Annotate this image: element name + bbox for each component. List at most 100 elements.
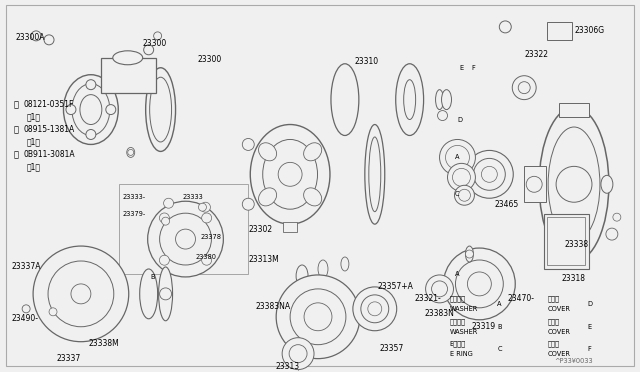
Circle shape bbox=[447, 163, 476, 191]
Text: B: B bbox=[497, 324, 502, 330]
Circle shape bbox=[243, 198, 254, 210]
Bar bbox=[101, 58, 156, 93]
Text: A: A bbox=[454, 154, 459, 160]
Circle shape bbox=[162, 217, 170, 225]
Text: 23357: 23357 bbox=[380, 344, 404, 353]
Text: WASHER: WASHER bbox=[449, 329, 478, 335]
Text: 23379-: 23379- bbox=[123, 211, 146, 217]
Text: 23470-: 23470- bbox=[508, 294, 534, 303]
Text: 23300: 23300 bbox=[198, 55, 221, 64]
Circle shape bbox=[474, 158, 506, 190]
Text: COVER: COVER bbox=[547, 329, 570, 335]
Text: 23338M: 23338M bbox=[89, 339, 120, 348]
Circle shape bbox=[304, 303, 332, 331]
Circle shape bbox=[86, 80, 96, 90]
Circle shape bbox=[49, 308, 57, 316]
Circle shape bbox=[458, 189, 470, 201]
Circle shape bbox=[31, 31, 41, 41]
Circle shape bbox=[33, 246, 129, 342]
Circle shape bbox=[154, 32, 162, 40]
Circle shape bbox=[456, 260, 503, 308]
Circle shape bbox=[499, 21, 511, 33]
Circle shape bbox=[202, 255, 212, 265]
Circle shape bbox=[512, 76, 536, 100]
Circle shape bbox=[361, 295, 388, 323]
Circle shape bbox=[289, 345, 307, 363]
Ellipse shape bbox=[140, 269, 157, 319]
Ellipse shape bbox=[365, 125, 385, 224]
Circle shape bbox=[481, 166, 497, 182]
Circle shape bbox=[606, 228, 618, 240]
Text: 08915-1381A: 08915-1381A bbox=[23, 125, 74, 134]
Circle shape bbox=[465, 150, 513, 198]
Ellipse shape bbox=[113, 51, 143, 65]
Ellipse shape bbox=[159, 267, 173, 321]
Circle shape bbox=[290, 289, 346, 345]
Circle shape bbox=[48, 261, 114, 327]
Circle shape bbox=[200, 202, 211, 212]
Text: 23333: 23333 bbox=[182, 194, 204, 200]
Text: 23319: 23319 bbox=[472, 322, 495, 331]
Circle shape bbox=[353, 287, 397, 331]
Text: 23337: 23337 bbox=[56, 354, 80, 363]
Circle shape bbox=[106, 105, 116, 115]
Text: （1）: （1） bbox=[26, 137, 40, 146]
Circle shape bbox=[282, 338, 314, 370]
Ellipse shape bbox=[63, 75, 118, 144]
Circle shape bbox=[143, 45, 154, 55]
Circle shape bbox=[148, 201, 223, 277]
Circle shape bbox=[526, 176, 542, 192]
Text: 23322: 23322 bbox=[524, 50, 548, 59]
Ellipse shape bbox=[150, 77, 172, 142]
Ellipse shape bbox=[404, 80, 415, 119]
Ellipse shape bbox=[601, 175, 613, 193]
Text: B: B bbox=[150, 274, 155, 280]
Circle shape bbox=[426, 275, 454, 303]
Text: ⓕ: ⓕ bbox=[13, 125, 18, 134]
Text: 23337A: 23337A bbox=[11, 263, 41, 272]
Circle shape bbox=[452, 169, 470, 186]
Circle shape bbox=[164, 198, 173, 208]
Circle shape bbox=[128, 150, 134, 155]
Circle shape bbox=[368, 302, 382, 316]
Ellipse shape bbox=[369, 137, 381, 212]
Text: WASHER: WASHER bbox=[449, 306, 478, 312]
Text: 23300A: 23300A bbox=[15, 33, 45, 42]
Text: E: E bbox=[460, 65, 463, 71]
Text: Ⓝ: Ⓝ bbox=[13, 150, 18, 159]
Circle shape bbox=[22, 305, 30, 313]
Circle shape bbox=[613, 213, 621, 221]
Circle shape bbox=[159, 213, 211, 265]
Ellipse shape bbox=[331, 64, 359, 135]
Text: 08121-0351F: 08121-0351F bbox=[23, 100, 74, 109]
Circle shape bbox=[440, 140, 476, 175]
Text: E: E bbox=[587, 324, 591, 330]
Text: （1）: （1） bbox=[26, 112, 40, 121]
Ellipse shape bbox=[539, 107, 609, 262]
Text: Eリング: Eリング bbox=[449, 340, 466, 347]
Text: E RING: E RING bbox=[449, 351, 472, 357]
Ellipse shape bbox=[303, 188, 322, 206]
Bar bbox=[547, 217, 585, 265]
Ellipse shape bbox=[436, 90, 444, 110]
Circle shape bbox=[159, 213, 170, 223]
Ellipse shape bbox=[341, 257, 349, 271]
Text: A: A bbox=[497, 301, 502, 307]
Ellipse shape bbox=[262, 140, 317, 209]
Text: 23333-: 23333- bbox=[123, 194, 146, 200]
Text: ワッシャ: ワッシャ bbox=[449, 318, 465, 325]
Text: 23321-: 23321- bbox=[415, 294, 442, 303]
Text: 23302: 23302 bbox=[248, 225, 273, 234]
Circle shape bbox=[159, 255, 170, 265]
Text: COVER: COVER bbox=[547, 306, 570, 312]
Text: カバー: カバー bbox=[547, 295, 559, 302]
Bar bbox=[547, 22, 572, 40]
Text: D: D bbox=[587, 301, 592, 307]
Circle shape bbox=[556, 166, 592, 202]
Ellipse shape bbox=[80, 94, 102, 125]
Text: F: F bbox=[587, 346, 591, 352]
Text: A: A bbox=[454, 271, 459, 277]
Ellipse shape bbox=[72, 84, 110, 135]
Text: 23338: 23338 bbox=[564, 240, 588, 248]
Circle shape bbox=[438, 110, 447, 121]
